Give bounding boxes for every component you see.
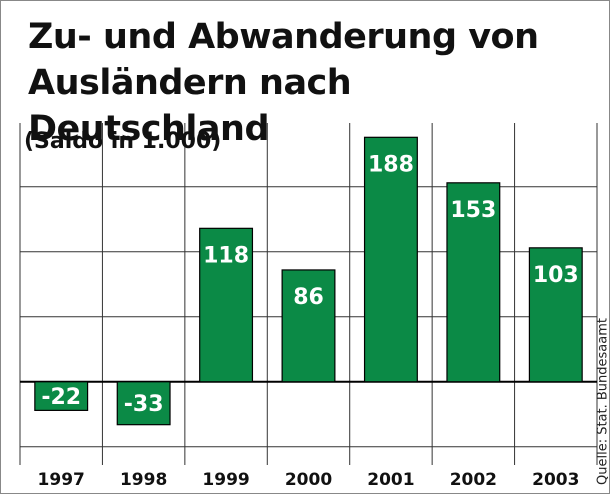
chart-title: Zu- und Abwanderung von Ausländern nach … [28,17,539,149]
x-tick-label: 1997 [38,470,85,490]
value-label: -33 [124,392,164,417]
x-tick-label: 2001 [367,470,414,490]
bar [363,136,418,383]
bar [199,227,254,383]
x-tick-label: 1998 [120,470,167,490]
value-label: -22 [41,385,81,410]
grid [19,123,598,465]
x-tick-label: 2003 [532,470,579,490]
value-label: 153 [450,198,496,223]
bar [446,182,501,383]
x-tick-label: 2000 [285,470,332,490]
value-label: 86 [293,285,324,310]
x-tick-label: 2002 [450,470,497,490]
source: Quelle: Stat. Bundesaamt [596,318,610,485]
bar [281,269,336,383]
subtitle: (Saldo in 1.000) [24,129,221,154]
value-label: 103 [533,263,579,288]
value-label: 188 [368,152,414,177]
value-label: 118 [203,243,249,268]
bar [34,381,89,411]
bar [116,381,171,426]
bar [528,247,583,383]
x-tick-label: 1999 [202,470,249,490]
